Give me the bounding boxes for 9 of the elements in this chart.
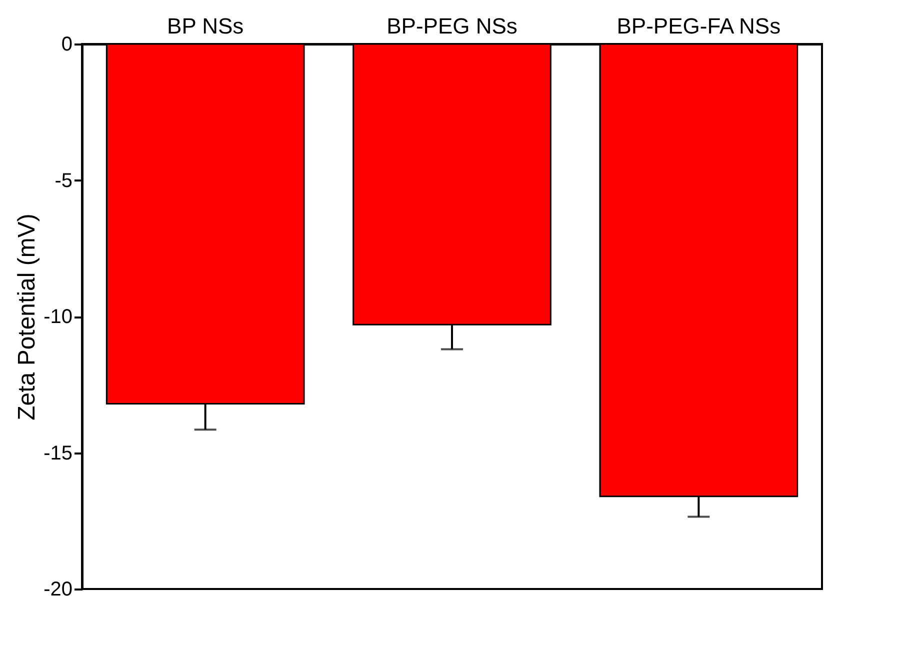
y-tick-label: 0: [61, 34, 72, 56]
y-tick-label: -15: [44, 442, 72, 464]
x-tick-label: BP-PEG-FA NSs: [616, 14, 781, 38]
y-tick-label: -20: [44, 578, 72, 600]
x-tick-label: BP-PEG NSs: [386, 14, 518, 38]
y-tick-label: -5: [54, 170, 72, 192]
y-tick-label: -10: [44, 306, 72, 328]
y-axis-title: Zeta Potential (mV): [14, 214, 41, 420]
x-tick-label: BP NSs: [167, 14, 244, 38]
